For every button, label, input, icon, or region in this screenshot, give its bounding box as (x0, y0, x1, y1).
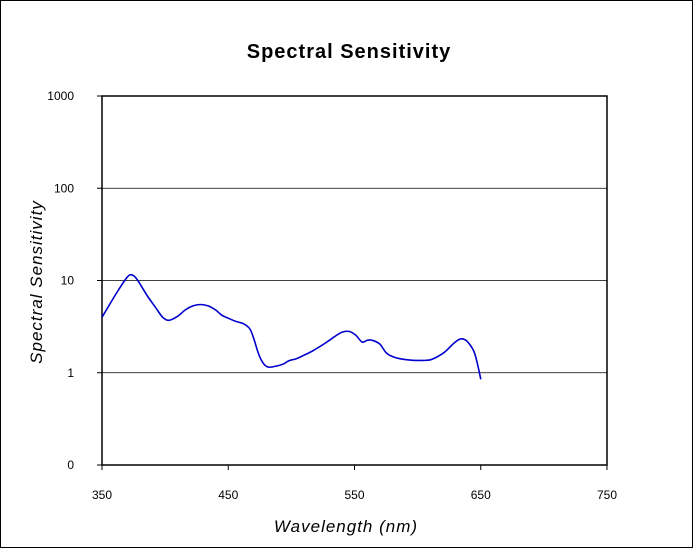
y-axis-label: Spectral Sensitivity (27, 200, 46, 364)
y-tick-label: 100 (54, 181, 74, 195)
x-tick-label: 450 (218, 488, 238, 502)
y-tick-label: 10 (61, 274, 75, 288)
x-tick-label: 650 (471, 488, 491, 502)
x-axis-label: Wavelength (nm) (274, 517, 418, 536)
series-line (101, 273, 482, 380)
x-tick-label: 750 (597, 488, 617, 502)
x-tick-label: 550 (344, 488, 364, 502)
y-tick-label: 1000 (47, 89, 74, 103)
chart-title: Spectral Sensitivity (247, 41, 452, 63)
y-tick-label: 0 (67, 458, 74, 472)
x-tick-label: 350 (92, 488, 112, 502)
y-tick-label: 1 (67, 366, 74, 380)
